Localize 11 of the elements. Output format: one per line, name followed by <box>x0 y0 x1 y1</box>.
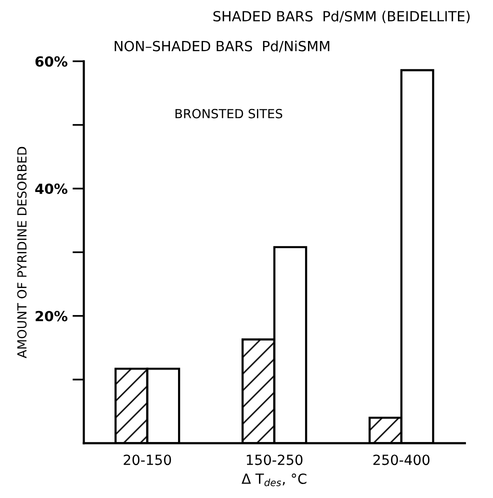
x-tick-label: 20-150 <box>124 454 171 466</box>
y-tick-label: 40% <box>35 184 68 194</box>
text: SHADED BARS Pd/SMM (BEIDELLITE) <box>213 10 470 24</box>
y-tick-label: 60% <box>35 56 68 67</box>
x-tick-label: 150-250 <box>246 454 302 466</box>
x-axis-title: Δ T$_{des}$, °C <box>242 473 306 486</box>
annotation: BRONSTED SITES <box>176 108 282 118</box>
text: NON–SHADED BARS Pd/NiSMM <box>114 40 330 52</box>
x-tick-label: 250-400 <box>373 454 430 466</box>
y-axis-title: AMOUNT OF PYRIDINE DESORBED <box>17 146 27 358</box>
y-tick-label: 20% <box>36 310 68 322</box>
